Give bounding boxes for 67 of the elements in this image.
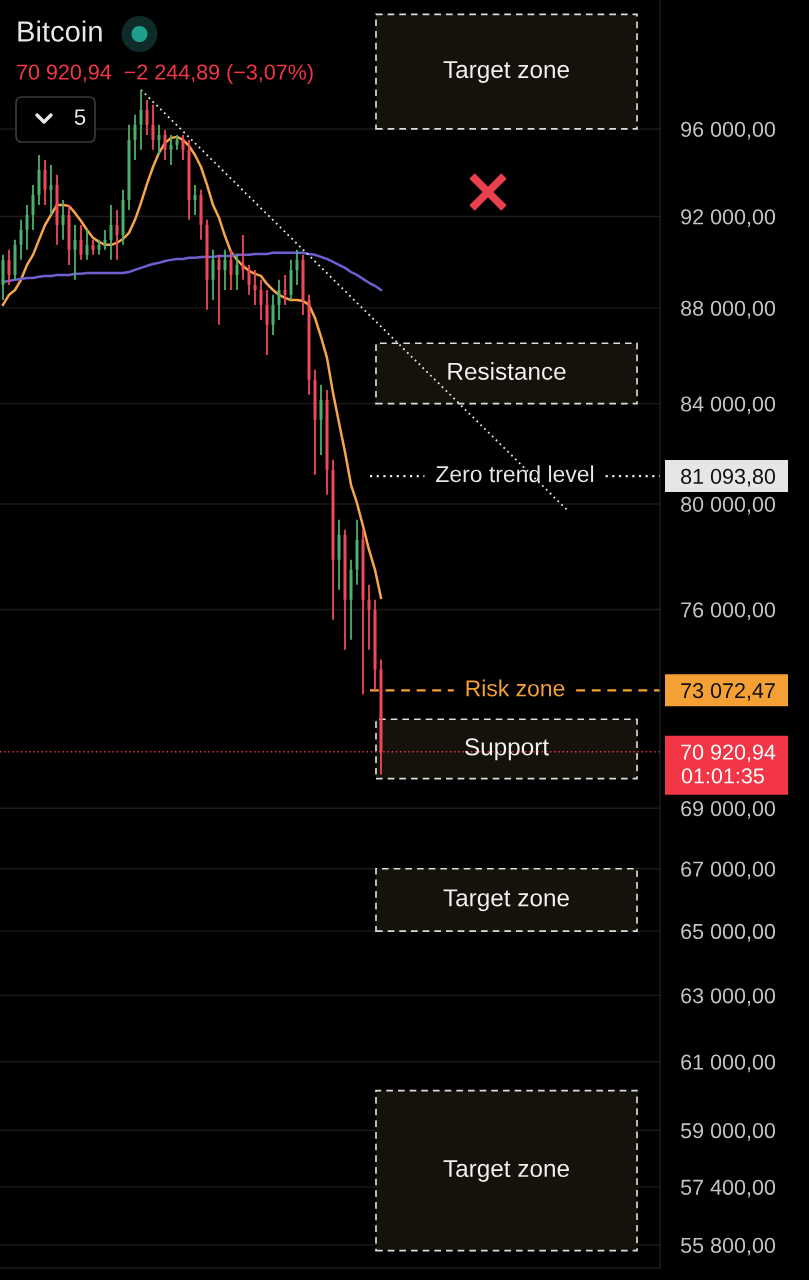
y-tick-label: 69 000,00 <box>681 801 776 819</box>
text: 70 920,94 −2 244,89 (−3,07%) <box>17 63 313 85</box>
y-tick-label: 63 000,00 <box>681 988 776 1006</box>
candlestick <box>253 269 257 306</box>
candlestick <box>79 224 83 261</box>
candlestick <box>49 164 53 216</box>
candlestick <box>169 134 173 166</box>
candlestick <box>283 274 287 306</box>
candlestick <box>229 248 233 291</box>
y-tick-label: 76 000,00 <box>681 602 776 621</box>
candlestick <box>259 278 263 321</box>
candlestick <box>145 99 149 136</box>
candlestick <box>217 253 221 326</box>
candlestick <box>115 209 119 261</box>
candlestick <box>247 263 251 296</box>
candlestick <box>139 88 143 151</box>
candlestick <box>163 129 167 161</box>
line-series <box>1 135 383 600</box>
candlestick <box>103 229 107 251</box>
band-label: Resistance <box>448 362 566 380</box>
candlestick <box>73 224 77 281</box>
text: Bitcoin <box>18 20 102 42</box>
y-tick-label: 81 093,80 <box>681 468 776 487</box>
candlestick <box>265 289 269 356</box>
candlestick <box>223 248 227 291</box>
candlestick <box>85 229 89 261</box>
candlestick <box>133 113 137 161</box>
band-label: Target zone <box>443 889 569 912</box>
y-tick-label: 61 000,00 <box>681 1054 776 1073</box>
candlestick <box>295 248 299 286</box>
candlestick <box>7 248 11 286</box>
annotation: 5 <box>74 109 86 125</box>
candlestick <box>367 583 371 651</box>
candlestick <box>193 184 197 216</box>
candlestick <box>157 123 161 156</box>
candlestick <box>19 218 23 261</box>
y-tick-label: 55 800,00 <box>681 1237 776 1256</box>
candlestick <box>319 383 323 456</box>
y-tick-label: 73 072,47 <box>681 683 775 701</box>
candlestick <box>109 203 113 261</box>
candlestick <box>25 203 29 251</box>
candlestick <box>271 293 275 336</box>
candlestick <box>211 248 215 301</box>
candlestick <box>43 159 47 206</box>
y-tick-label: 84 000,00 <box>681 396 776 415</box>
y-tick-label: 80 000,00 <box>681 496 776 515</box>
y-tick-label: 65 000,00 <box>681 923 776 942</box>
y-tick-label: 67 000,00 <box>681 861 776 880</box>
ref-line-label: Risk zone <box>466 679 565 697</box>
y-tick-label: 59 000,00 <box>681 1123 776 1141</box>
y-tick-label: 88 000,00 <box>681 300 776 319</box>
ref-line-label: Zero trend level <box>436 465 594 483</box>
band-label: Support <box>465 738 549 761</box>
band-label: Target zone <box>443 1160 569 1182</box>
candlestick <box>181 134 185 161</box>
candlestick <box>61 199 65 241</box>
candlestick <box>277 278 281 321</box>
band-label: Target zone <box>443 61 569 83</box>
y-tick-label: 57 400,00 <box>681 1179 776 1198</box>
y-tick-label: 70 920,94 <box>681 744 776 763</box>
candlestick <box>235 253 239 291</box>
y-tick-label: 96 000,00 <box>681 121 776 140</box>
candlestick <box>241 233 245 281</box>
y-tick-label: 92 000,00 <box>681 209 776 228</box>
text: 01:01:35 <box>681 768 764 784</box>
candlestick <box>31 184 35 231</box>
candlestick <box>151 103 155 151</box>
